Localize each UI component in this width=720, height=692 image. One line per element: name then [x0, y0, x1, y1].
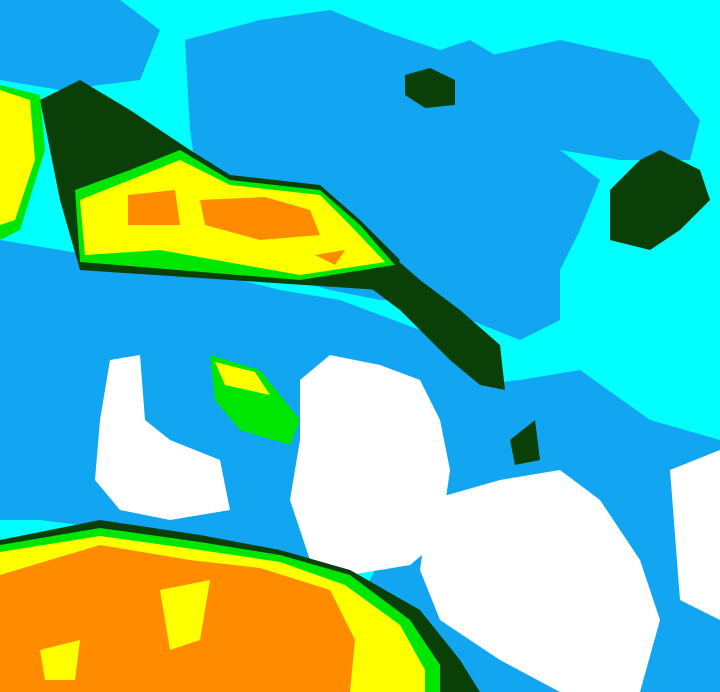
yellow-region-upper-left — [0, 90, 35, 225]
yellow-region-small — [215, 362, 270, 395]
blue-region-top-left — [0, 0, 160, 90]
white-region-left — [95, 355, 230, 520]
white-region-right-edge — [670, 450, 720, 620]
orange-region-upper-2 — [200, 197, 320, 240]
orange-region-upper-1 — [128, 190, 180, 225]
blue-region-upper-right — [470, 40, 700, 160]
yellow-patch — [40, 640, 80, 680]
dark-green-blob-small — [510, 420, 540, 465]
dark-green-blob-top — [405, 68, 455, 108]
yellow-patches-in-orange — [40, 580, 210, 680]
white-class-regions — [95, 355, 720, 692]
white-region-bottom-right — [420, 470, 660, 692]
yellow-patch — [160, 580, 210, 650]
orange-region-upper-3 — [315, 250, 345, 265]
white-region-center — [290, 355, 450, 575]
dark-green-blob-right — [610, 150, 710, 250]
